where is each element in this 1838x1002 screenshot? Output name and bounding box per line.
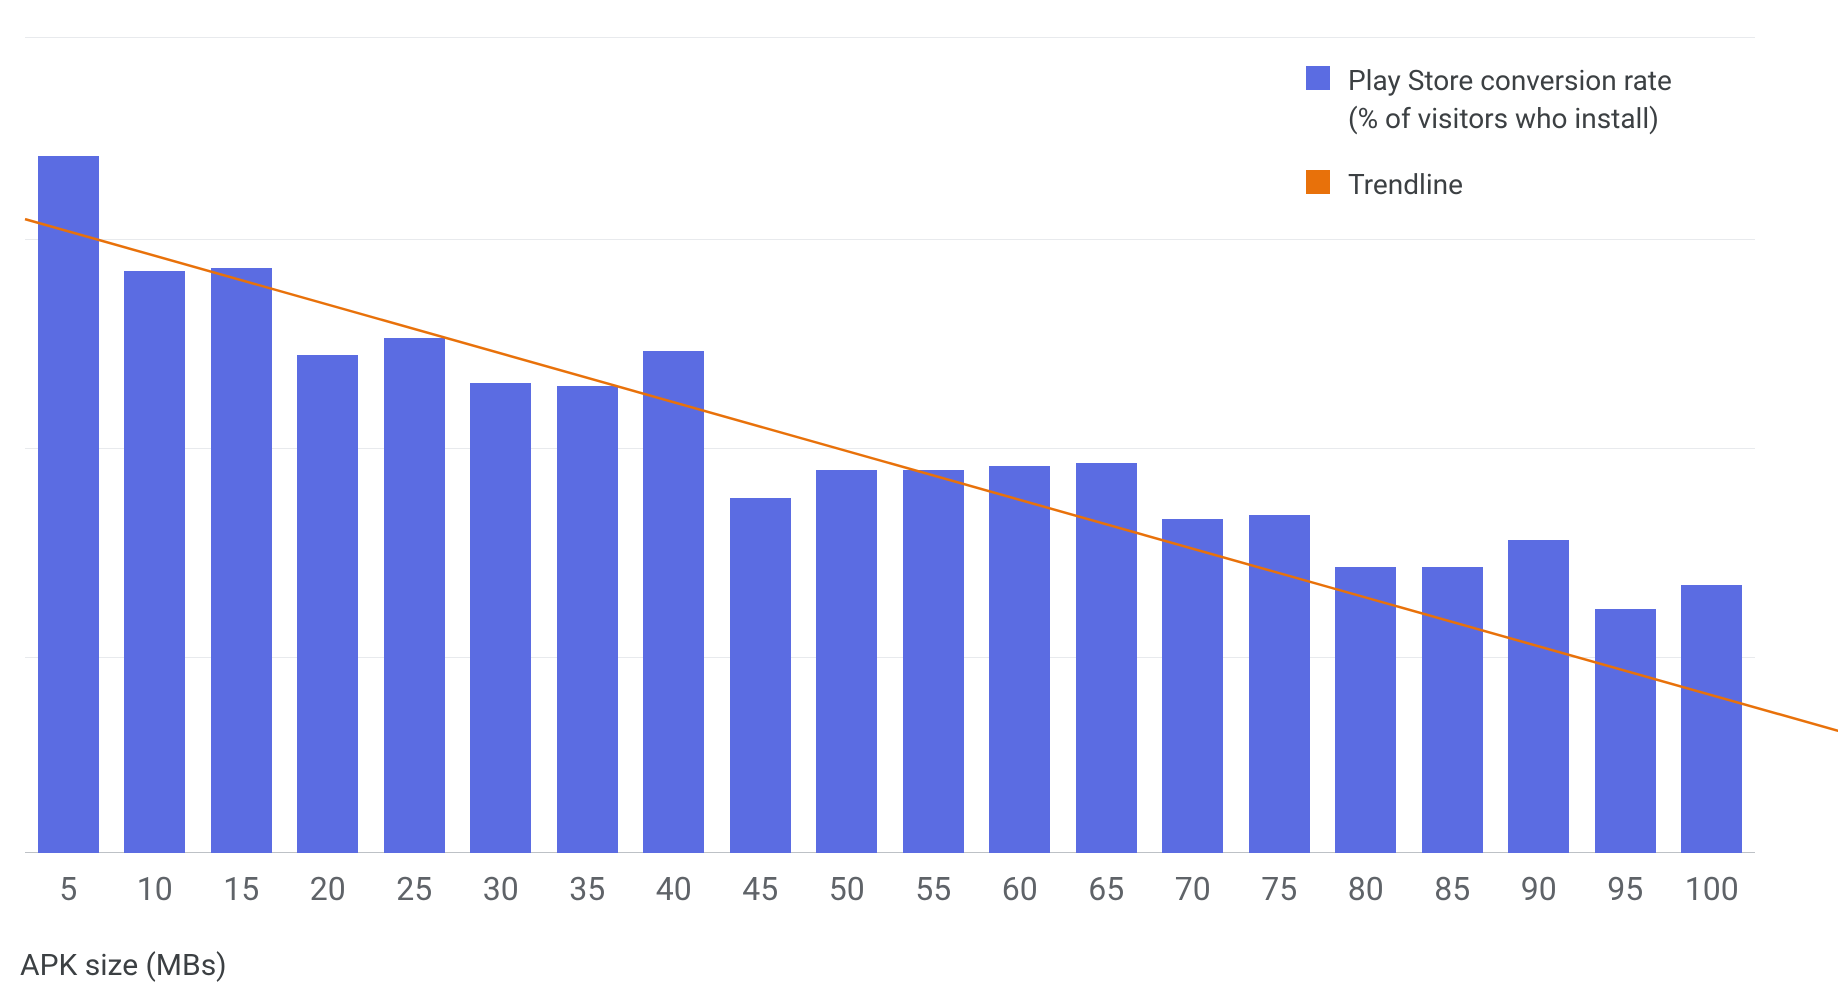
x-tick-label: 60 xyxy=(1002,870,1038,908)
bar xyxy=(297,355,358,853)
bar xyxy=(1249,515,1310,853)
bar xyxy=(989,466,1050,853)
bar xyxy=(1335,567,1396,853)
legend-label: Play Store conversion rate(% of visitors… xyxy=(1348,62,1672,138)
bar xyxy=(1681,585,1742,853)
x-axis-title-text: APK size (MBs) xyxy=(20,948,227,983)
bar xyxy=(38,156,99,853)
x-axis-title: APK size (MBs) xyxy=(20,948,227,983)
bar xyxy=(124,271,185,853)
x-tick-label: 90 xyxy=(1521,870,1557,908)
bar xyxy=(384,338,445,853)
bar xyxy=(1595,609,1656,853)
x-tick-label: 80 xyxy=(1348,870,1384,908)
legend-item: Play Store conversion rate(% of visitors… xyxy=(1306,62,1672,138)
x-tick-label: 10 xyxy=(137,870,173,908)
bar xyxy=(557,386,618,853)
bar xyxy=(1076,463,1137,853)
bar xyxy=(903,470,964,853)
legend-item: Trendline xyxy=(1306,166,1672,204)
bar xyxy=(730,498,791,853)
x-tick-label: 25 xyxy=(396,870,432,908)
bar xyxy=(1422,567,1483,853)
x-tick-label: 70 xyxy=(1175,870,1211,908)
x-tick-label: 55 xyxy=(915,870,951,908)
legend: Play Store conversion rate(% of visitors… xyxy=(1306,62,1672,231)
x-tick-label: 75 xyxy=(1261,870,1297,908)
legend-label: Trendline xyxy=(1348,166,1463,204)
bar xyxy=(211,268,272,853)
legend-swatch xyxy=(1306,170,1330,194)
x-tick-label: 5 xyxy=(59,870,77,908)
x-tick-label: 15 xyxy=(223,870,259,908)
x-tick-label: 40 xyxy=(656,870,692,908)
x-tick-label: 95 xyxy=(1607,870,1643,908)
bar xyxy=(816,470,877,853)
x-tick-label: 85 xyxy=(1434,870,1470,908)
x-tick-label: 100 xyxy=(1685,870,1739,908)
chart-container: 5 10 15 20 25 30 35 40 45 50 55 60 65 70 75 80 85 90 95 100… xyxy=(0,0,1838,1002)
bar xyxy=(1508,540,1569,853)
legend-swatch xyxy=(1306,66,1330,90)
x-tick-label: 50 xyxy=(829,870,865,908)
x-tick-label: 45 xyxy=(742,870,778,908)
x-tick-label: 65 xyxy=(1088,870,1124,908)
x-tick-label: 35 xyxy=(569,870,605,908)
x-tick-label: 20 xyxy=(310,870,346,908)
bar xyxy=(470,383,531,853)
bar xyxy=(1162,519,1223,853)
x-tick-label: 30 xyxy=(483,870,519,908)
bar xyxy=(643,351,704,853)
